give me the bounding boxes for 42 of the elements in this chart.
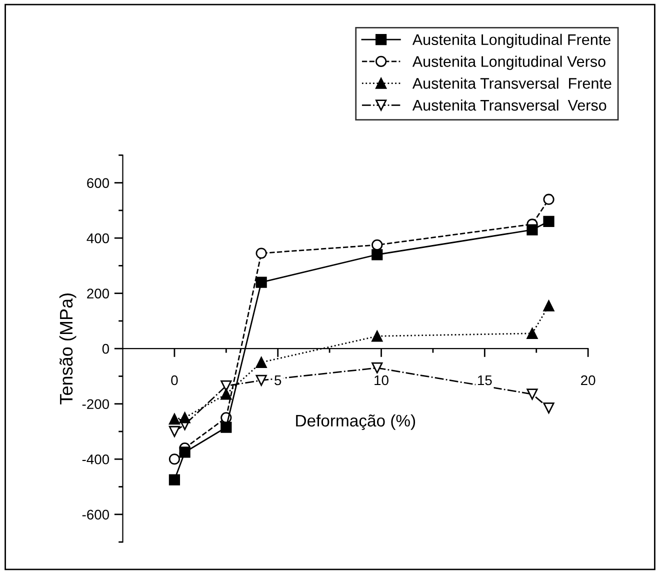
x-tick-label: 15	[478, 375, 492, 386]
point	[220, 388, 232, 400]
point	[372, 330, 383, 342]
legend-label: Austenita Transversal Verso	[412, 99, 606, 111]
point	[256, 248, 267, 259]
y-tick-label: 0	[102, 344, 110, 354]
y-tick-label: -400	[82, 454, 110, 464]
x-axis-title: Deformação (%)	[296, 414, 416, 430]
point	[526, 224, 538, 236]
point	[543, 300, 554, 312]
y-tick-label: -200	[82, 399, 110, 410]
legend-label: Austenita Longitudinal Verso	[412, 56, 606, 70]
point	[168, 454, 180, 465]
point	[372, 239, 383, 251]
legend-label: Austenita Longitudinal Frente	[412, 34, 610, 48]
point	[543, 216, 554, 228]
y-tick-label: -600	[82, 510, 110, 520]
point	[543, 402, 554, 414]
x-tick-label: 10	[374, 375, 388, 386]
y-axis-title: Tensão (MPa)	[59, 294, 76, 404]
point	[179, 412, 190, 424]
point	[372, 362, 383, 374]
x-tick-label: 0	[171, 375, 178, 386]
x-tick-label: 5	[274, 375, 282, 386]
point	[543, 194, 554, 205]
point	[168, 414, 180, 425]
point	[168, 474, 180, 486]
y-tick-label: 200	[87, 288, 110, 298]
point	[526, 328, 538, 339]
point	[220, 422, 232, 433]
x-tick-label: 20	[581, 375, 596, 386]
point	[256, 374, 267, 386]
point	[372, 249, 383, 260]
point	[168, 426, 180, 438]
y-tick-label: 600	[87, 178, 110, 188]
point	[526, 388, 538, 400]
point	[220, 380, 232, 392]
legend-label: Austenita Transversal Frente	[412, 78, 612, 89]
point	[256, 356, 267, 368]
y-tick-label: 400	[86, 233, 110, 244]
point	[179, 446, 190, 458]
point	[256, 276, 267, 288]
